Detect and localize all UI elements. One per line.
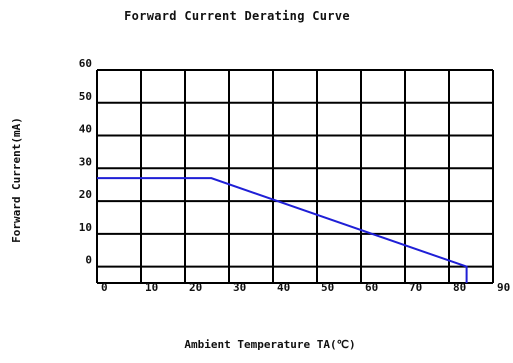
y-tick-10: 10 bbox=[79, 221, 92, 234]
series-line-0 bbox=[97, 177, 468, 283]
y-axis-label: Forward Current(mA) bbox=[10, 117, 23, 243]
y-tick-30: 30 bbox=[79, 155, 92, 168]
x-tick-0: 0 bbox=[101, 281, 108, 294]
x-tick-30: 30 bbox=[233, 281, 246, 294]
x-tick-labels: 0 10 20 30 40 50 60 70 80 90 bbox=[101, 281, 510, 294]
x-tick-70: 70 bbox=[409, 281, 422, 294]
y-tick-20: 20 bbox=[79, 188, 92, 201]
x-tick-50: 50 bbox=[321, 281, 334, 294]
x-tick-20: 20 bbox=[189, 281, 202, 294]
y-tick-40: 40 bbox=[79, 123, 92, 136]
y-tick-labels: 0 10 20 30 40 50 60 bbox=[79, 57, 92, 267]
y-tick-0: 0 bbox=[85, 254, 92, 267]
grid bbox=[96, 69, 494, 284]
x-tick-60: 60 bbox=[365, 281, 378, 294]
y-tick-60: 60 bbox=[79, 57, 92, 70]
series-layer bbox=[97, 177, 468, 283]
x-tick-80: 80 bbox=[453, 281, 466, 294]
chart-title: Forward Current Derating Curve bbox=[124, 9, 350, 23]
y-tick-50: 50 bbox=[79, 90, 92, 103]
x-tick-90: 90 bbox=[497, 281, 510, 294]
x-tick-40: 40 bbox=[277, 281, 290, 294]
x-tick-10: 10 bbox=[145, 281, 158, 294]
x-axis-label: Ambient Temperature TA(℃) bbox=[184, 338, 355, 351]
